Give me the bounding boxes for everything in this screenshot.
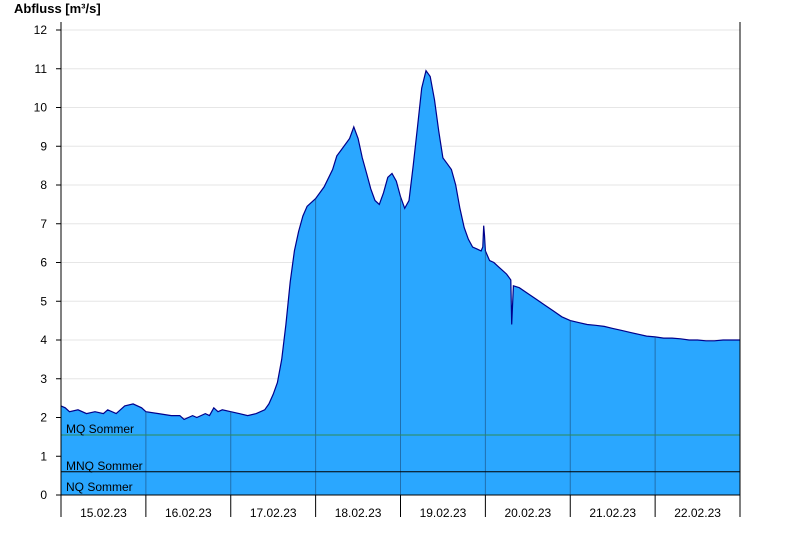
y-tick-label-6: 6: [40, 256, 47, 270]
x-tick-label-6: 21.02.23: [589, 506, 636, 520]
y-tick-label-2: 2: [40, 411, 47, 425]
y-tick-label-8: 8: [40, 178, 47, 192]
y-tick-label-3: 3: [40, 372, 47, 386]
x-tick-labels: 15.02.23 16.02.23 17.02.23 18.02.23 19.02.23…: [60, 495, 741, 520]
x-tick-label-5: 20.02.23: [504, 506, 551, 520]
y-tick-label-1: 1: [40, 449, 47, 463]
y-tick-label-11: 11: [35, 62, 48, 76]
x-tick-label-4: 19.02.23: [420, 506, 467, 520]
x-tick-label-2: 17.02.23: [250, 506, 297, 520]
y-tick-label-10: 10: [34, 101, 48, 115]
y-tick-label-4: 4: [40, 333, 47, 347]
ref-label-2: NQ Sommer: [66, 480, 133, 494]
discharge-line: [60, 69, 740, 421]
y-tick-label-9: 9: [40, 139, 47, 153]
y-axis-title: Abfluss [m³/s]: [14, 1, 101, 16]
reference-lines: MQ Sommer MNQ Sommer NQ Sommer: [61, 422, 740, 494]
y-tick-label-5: 5: [40, 294, 47, 308]
x-tick-label-0: 15.02.23: [80, 506, 127, 520]
ref-label-0: MQ Sommer: [66, 422, 134, 436]
y-tick-label-7: 7: [40, 217, 47, 231]
ref-label-1: MNQ Sommer: [66, 459, 143, 473]
x-tick-label-3: 18.02.23: [335, 506, 382, 520]
y-tick-label-0: 0: [40, 488, 47, 502]
day-separator-lines: [145, 196, 656, 495]
x-tick-label-7: 22.02.23: [674, 506, 721, 520]
y-tick-label-12: 12: [34, 23, 48, 37]
x-tick-label-1: 16.02.23: [165, 506, 212, 520]
